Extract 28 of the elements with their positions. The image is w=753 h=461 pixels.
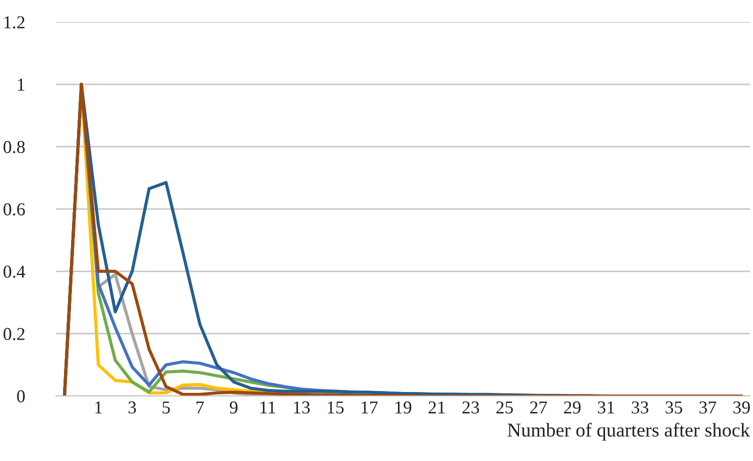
x-tick-label: 17 <box>362 401 378 414</box>
x-tick-label: 31 <box>598 401 614 414</box>
y-tick-label: 0 <box>17 390 25 402</box>
x-tick-label: 25 <box>496 401 513 414</box>
x-tick-label: 11 <box>260 401 276 414</box>
x-tick-label: 29 <box>564 401 581 414</box>
y-tick-label: 0.6 <box>4 203 25 216</box>
x-tick-label: 39 <box>733 401 750 414</box>
x-tick-label: 3 <box>128 401 136 414</box>
y-tick-label: 1 <box>18 78 24 91</box>
y-tick-label: 0.4 <box>4 266 26 278</box>
x-tick-label: 37 <box>700 401 716 414</box>
x-tick-label: 1 <box>95 401 102 414</box>
x-tick-label: 15 <box>328 401 344 414</box>
x-tick-label: 27 <box>530 401 547 414</box>
x-tick-label: 21 <box>428 401 445 414</box>
x-tick-label: 5 <box>162 402 170 414</box>
x-tick-label: 35 <box>666 401 682 414</box>
x-tick-label: 19 <box>396 401 412 414</box>
y-tick-label: 0.8 <box>4 140 25 154</box>
y-tick-label: 1.2 <box>4 16 24 29</box>
x-tick-label: 23 <box>462 401 480 414</box>
x-axis-title: Number of quarters after shock <box>508 422 750 441</box>
x-tick-label: 7 <box>196 402 204 414</box>
y-tick-label: 0.2 <box>4 328 24 340</box>
x-tick-label: 9 <box>230 401 238 414</box>
x-tick-label: 13 <box>294 401 310 414</box>
x-tick-label: 33 <box>632 401 648 414</box>
